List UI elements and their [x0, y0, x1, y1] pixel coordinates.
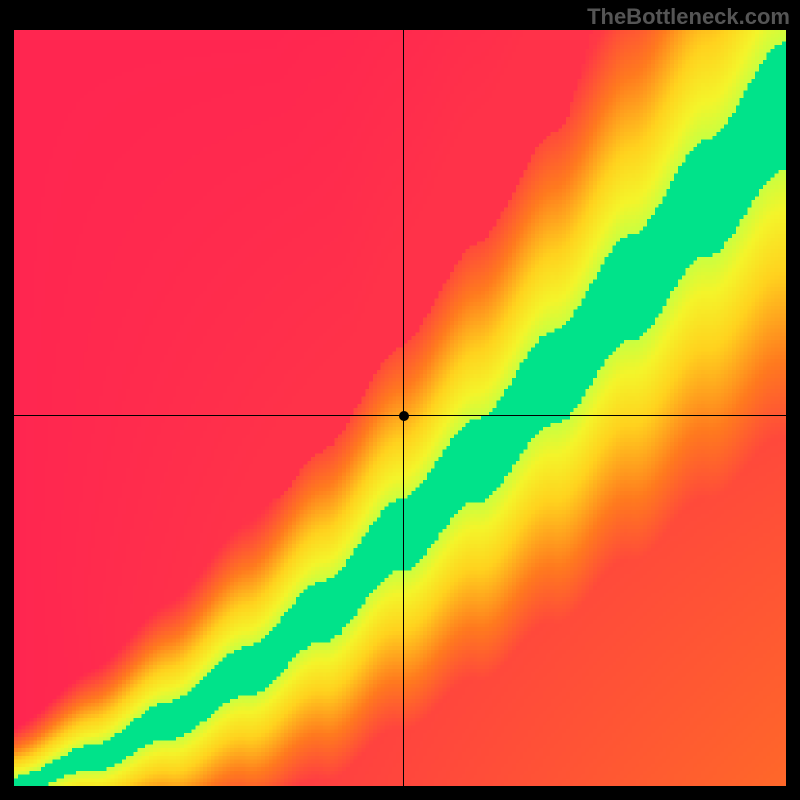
crosshair-vertical: [403, 30, 404, 786]
watermark-text: TheBottleneck.com: [587, 4, 790, 30]
chart-container: TheBottleneck.com: [0, 0, 800, 800]
crosshair-marker: [399, 411, 409, 421]
heatmap-canvas: [14, 30, 786, 786]
